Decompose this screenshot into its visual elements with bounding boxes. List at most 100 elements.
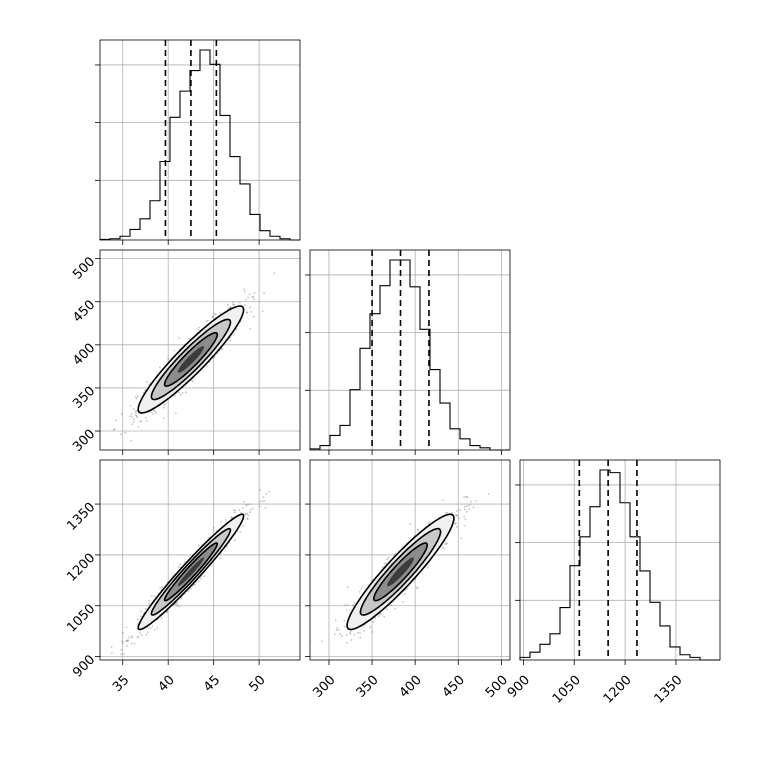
- sample-point: [240, 511, 243, 514]
- sample-point: [444, 543, 447, 546]
- sample-point: [416, 528, 419, 531]
- density-contour-3: [177, 557, 205, 587]
- sample-point: [152, 413, 154, 415]
- sample-point: [191, 380, 194, 383]
- panel-content: [310, 493, 490, 660]
- scatter-panel-p1-p2: 300 350 400 450 500: [305, 459, 511, 701]
- sample-point: [416, 586, 419, 588]
- sample-point: [190, 379, 193, 382]
- sample-point: [139, 420, 142, 423]
- sample-point: [176, 604, 179, 606]
- sample-point: [346, 586, 349, 589]
- sample-point: [346, 609, 349, 612]
- sample-point: [463, 515, 465, 518]
- sample-point: [110, 646, 113, 648]
- sample-point: [206, 365, 208, 368]
- sample-point: [352, 604, 355, 607]
- sample-point: [233, 509, 235, 512]
- sample-point: [252, 296, 255, 298]
- sample-point: [126, 639, 129, 642]
- sample-point: [198, 544, 200, 547]
- sample-point: [409, 523, 412, 525]
- sample-point: [197, 580, 200, 583]
- panel-frame: [519, 459, 721, 661]
- sample-point: [137, 635, 140, 638]
- sample-point: [246, 517, 249, 520]
- sample-point: [144, 607, 147, 610]
- sample-point: [360, 588, 363, 590]
- sample-point: [131, 423, 134, 426]
- sample-point: [262, 496, 265, 499]
- sample-point: [463, 505, 466, 508]
- sample-point: [357, 631, 359, 634]
- sample-point: [135, 409, 137, 412]
- sample-point: [335, 629, 338, 632]
- sample-point: [359, 636, 362, 639]
- sample-point: [242, 500, 245, 503]
- sample-point: [148, 602, 150, 605]
- sample-point: [466, 496, 469, 499]
- panel-frame: [309, 249, 511, 451]
- sample-point: [459, 509, 461, 512]
- sample-point: [245, 504, 248, 507]
- sample-point: [174, 412, 177, 415]
- sample-point: [114, 419, 117, 422]
- sample-point: [166, 610, 168, 613]
- panel-content: [110, 489, 270, 664]
- sample-point: [213, 356, 216, 359]
- sample-point: [247, 296, 250, 299]
- sample-point: [385, 608, 388, 611]
- x-tick-label: 400: [397, 673, 425, 701]
- sample-point: [427, 566, 429, 569]
- sample-point: [156, 627, 159, 629]
- sample-point: [387, 556, 390, 559]
- sample-point: [180, 597, 183, 600]
- sample-point: [139, 420, 142, 423]
- sample-point: [128, 415, 131, 418]
- sample-point: [124, 431, 127, 434]
- y-tick-label: 400: [70, 341, 98, 369]
- panel-frame: [99, 249, 301, 451]
- sample-point: [359, 632, 361, 634]
- sample-point: [132, 420, 135, 423]
- sample-point: [261, 310, 264, 313]
- sample-point: [468, 508, 471, 510]
- sample-point: [153, 595, 156, 597]
- sample-point: [252, 298, 255, 301]
- sample-point: [232, 303, 235, 306]
- sample-point: [229, 339, 232, 342]
- sample-point: [164, 403, 167, 405]
- sample-point: [463, 496, 466, 499]
- sample-point: [455, 522, 457, 524]
- sample-point: [205, 320, 208, 323]
- sample-point: [232, 301, 235, 303]
- sample-point: [166, 611, 168, 613]
- sample-point: [253, 292, 256, 294]
- sample-point: [441, 546, 444, 548]
- sample-point: [115, 662, 117, 664]
- sample-point: [121, 632, 124, 634]
- sample-point: [344, 604, 346, 606]
- sample-point: [451, 512, 453, 514]
- sample-point: [249, 511, 251, 514]
- sample-point: [463, 524, 466, 527]
- sample-point: [404, 593, 406, 596]
- sample-point: [227, 303, 229, 306]
- sample-point: [159, 366, 161, 369]
- panel-frame: [99, 459, 301, 661]
- sample-point: [136, 618, 139, 621]
- sample-point: [245, 513, 247, 515]
- sample-point: [381, 566, 384, 569]
- sample-point: [151, 625, 154, 627]
- sample-point: [127, 639, 129, 642]
- sample-point: [358, 590, 361, 593]
- x-tick-label: 900: [505, 673, 533, 701]
- sample-point: [121, 640, 123, 643]
- histogram-panel-p1: [305, 249, 511, 455]
- gridlines: [520, 460, 720, 660]
- sample-point: [188, 337, 191, 340]
- gridlines-y: [310, 503, 510, 658]
- sample-point: [136, 416, 139, 418]
- sample-point: [233, 333, 236, 336]
